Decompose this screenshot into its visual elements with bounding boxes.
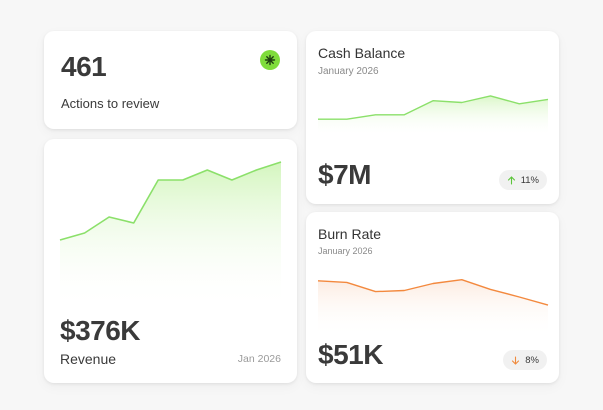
cash-title: Cash Balance	[318, 45, 406, 61]
actions-card[interactable]: 461 Actions to review	[44, 31, 297, 129]
cash-value: $7M	[318, 159, 371, 190]
cash-change-value: 11%	[520, 174, 539, 186]
burn-value: $51K	[318, 339, 383, 370]
burn-area	[318, 279, 548, 337]
burn-line	[317, 278, 549, 306]
revenue-chart	[59, 161, 282, 309]
revenue-date: Jan 2026	[237, 353, 281, 365]
actions-label: Actions to review	[61, 96, 160, 111]
revenue-card[interactable]: $376K Revenue Jan 2026	[44, 139, 297, 383]
burn-date: January 2026	[318, 246, 373, 256]
cash-chart	[318, 95, 549, 136]
revenue-label: Revenue	[60, 351, 117, 367]
asterisk-icon[interactable]	[260, 50, 280, 70]
burn-chart	[317, 278, 549, 337]
actions-count: 461	[61, 51, 107, 82]
cash-line	[318, 95, 549, 120]
cash-date: January 2026	[318, 66, 379, 77]
burn-change-value: 8%	[525, 354, 539, 366]
cash-area	[318, 95, 548, 136]
arrow-down-icon	[512, 355, 520, 365]
cash-change-badge: 11%	[498, 170, 547, 190]
arrow-up-icon	[507, 175, 515, 185]
burn-rate-card[interactable]: Burn Rate January 2026 $51K 8%	[306, 212, 559, 383]
burn-title: Burn Rate	[318, 226, 382, 242]
revenue-area	[60, 162, 281, 309]
cash-balance-card[interactable]: Cash Balance January 2026 $7M 11%	[306, 31, 559, 204]
burn-change-badge: 8%	[503, 350, 547, 370]
revenue-value: $376K	[60, 315, 141, 346]
revenue-line	[59, 161, 282, 241]
